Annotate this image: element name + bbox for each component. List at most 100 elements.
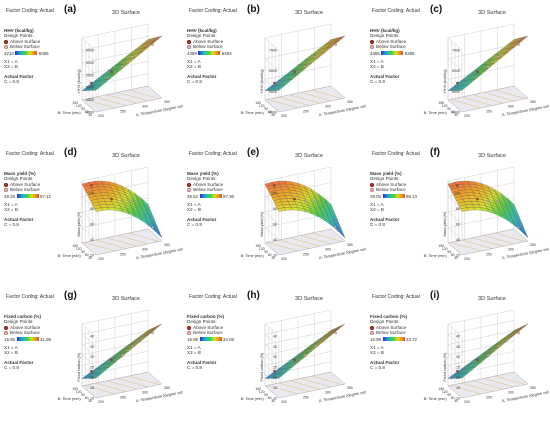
temperature-tick-label: 350: [530, 100, 536, 104]
y-tick-label: 5000: [86, 86, 94, 90]
temperature-tick-label: 350: [347, 243, 353, 247]
y-axis-label: Mass yield (%): [77, 211, 81, 237]
below-surface-label: Below Surface: [10, 44, 40, 50]
color-scale-bar: [198, 51, 221, 56]
time-tick-label: 150: [438, 101, 444, 105]
time-tick-label: 30: [454, 113, 458, 117]
factor-coding-label: Factor Coding: Actual: [6, 294, 54, 300]
time-tick-label: 150: [438, 244, 444, 248]
temperature-tick-label: 200: [464, 114, 470, 118]
below-surface-label: Below Surface: [193, 330, 223, 336]
temperature-tick-label: 250: [486, 395, 492, 399]
time-tick-label: 120: [442, 104, 448, 108]
below-surface-label: Below Surface: [193, 187, 223, 193]
x1-label: X1 = A: [187, 202, 201, 208]
y-tick-label: 4000: [86, 111, 94, 115]
factor-coding-label: Factor Coding: Actual: [372, 294, 420, 300]
temperature-tick-label: 300: [142, 391, 148, 395]
y-tick-label: 40: [273, 238, 277, 242]
above-surface-label: Above Surface: [193, 38, 224, 44]
temperature-tick-label: 350: [530, 386, 536, 390]
y-tick-label: 5000: [452, 90, 460, 94]
design-points-label: Design Points:: [187, 33, 217, 39]
color-scale-max: 97.12: [40, 193, 51, 199]
above-surface-marker: [4, 325, 8, 330]
x1-label: X1 = A: [4, 345, 18, 351]
y-tick-label: 30: [273, 355, 277, 359]
y-axis-label: Mass yield (%): [443, 211, 447, 237]
time-tick-label: 30: [88, 256, 92, 260]
y-tick-label: 20: [90, 254, 94, 258]
time-tick-label: 30: [88, 113, 92, 117]
color-scale-bar: [199, 194, 222, 199]
chart-title: 3D Surface: [478, 296, 506, 302]
color-scale-bar: [382, 337, 405, 342]
design-point: [110, 358, 113, 362]
factor-coding-label: Factor Coding: Actual: [372, 8, 420, 14]
x2-label: X2 = B: [4, 64, 18, 70]
design-point: [90, 81, 93, 85]
actual-factor-value: C = 0.8: [4, 365, 19, 371]
below-surface-label: Below Surface: [376, 44, 406, 50]
color-scale-min: 39.05: [370, 193, 381, 199]
panel-c: Factor Coding: Actual (c) 3D Surface HHV (k…: [366, 0, 549, 143]
panel-label: (d): [64, 147, 77, 158]
time-tick-label: 90: [81, 393, 85, 397]
chart-title: 3D Surface: [478, 10, 506, 16]
surface-plot: 10 15 20 25 30 35 40 Fixed carbon (%) 200 250 300 3…: [58, 309, 183, 404]
color-scale-min: 16.98: [187, 336, 198, 342]
surface-plot: 4000 4500 5000 5500 6000 6500 HHV (kcal/kg) 200…: [58, 23, 183, 118]
y-tick-label: 20: [273, 376, 277, 380]
x1-label: X1 = A: [370, 59, 384, 65]
temperature-tick-label: 300: [325, 248, 331, 252]
design-points-label: Design Points:: [370, 176, 400, 182]
legend: Fixed carbon (%) Design Points: Above Surf…: [187, 314, 234, 371]
temperature-tick-label: 250: [120, 395, 126, 399]
time-tick-label: 90: [447, 393, 451, 397]
surface-plot: 4000 5000 6000 7000 HHV (kcal/kg) 200 250 300 35…: [241, 23, 366, 118]
time-tick-label: 90: [447, 107, 451, 111]
y-tick-label: 6500: [86, 49, 94, 53]
time-tick-label: 150: [72, 101, 78, 105]
x2-label: X2 = B: [370, 350, 384, 356]
design-point: [476, 197, 479, 201]
actual-factor-label: Actual Factor: [370, 73, 400, 79]
temperature-tick-label: 200: [281, 114, 287, 118]
y-tick-label: 40: [456, 238, 460, 242]
temperature-tick-label: 200: [98, 114, 104, 118]
chart-title: 3D Surface: [295, 10, 323, 16]
actual-factor-label: Actual Factor: [4, 359, 34, 365]
time-tick-label: 60: [85, 396, 89, 400]
panel-d: Factor Coding: Actual (d) 3D Surface Mass y…: [0, 143, 183, 286]
above-surface-label: Above Surface: [10, 38, 41, 44]
design-point: [131, 55, 134, 58]
below-surface-marker: [187, 331, 191, 335]
y-tick-label: 7000: [452, 49, 460, 53]
x1-label: X1 = A: [4, 202, 18, 208]
response-name: Fixed carbon (%): [187, 314, 225, 319]
temperature-tick-label: 200: [464, 400, 470, 404]
time-tick-label: 30: [454, 399, 458, 403]
temperature-tick-label: 250: [120, 109, 126, 113]
below-surface-marker: [187, 188, 191, 192]
time-tick-label: 120: [76, 390, 82, 394]
legend: HHV (kcal/kg) Design Points: Above Surface…: [187, 28, 232, 85]
legend: Mass yield (%) Design Points: Above Surfac…: [4, 171, 51, 228]
time-tick-label: 90: [81, 107, 85, 111]
design-point: [334, 43, 337, 46]
time-tick-label: 60: [268, 396, 272, 400]
y-tick-label: 15: [273, 386, 277, 390]
color-scale-min: 16.98: [370, 336, 381, 342]
temperature-tick-label: 250: [303, 395, 309, 399]
time-tick-label: 150: [255, 387, 261, 391]
above-surface-marker: [4, 39, 8, 44]
design-points-label: Design Points:: [187, 176, 217, 182]
x2-label: X2 = B: [187, 64, 201, 70]
design-point: [90, 369, 93, 373]
design-point: [314, 55, 317, 58]
panel-i: Factor Coding: Actual (i) 3D Surface Fixed …: [366, 286, 549, 429]
z-axis-label: B: Time (min): [424, 253, 448, 258]
y-tick-label: 30: [90, 355, 94, 359]
temperature-tick-label: 300: [142, 105, 148, 109]
actual-factor-value: C = 0.8: [187, 79, 202, 85]
